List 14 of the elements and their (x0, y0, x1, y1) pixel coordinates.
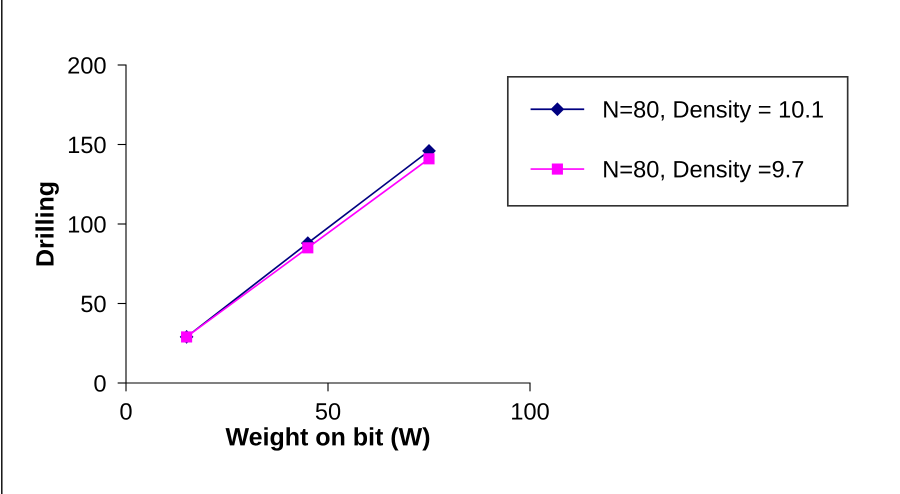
y-tick-label: 200 (68, 57, 106, 74)
x-tick-label: 0 (120, 403, 132, 420)
y-axis-title: Drilling (35, 182, 59, 266)
x-axis-title: Weight on bit (W) (226, 427, 430, 451)
y-tick-label: 100 (68, 216, 106, 233)
legend-label: N=80, Density = 10.1 (604, 100, 823, 122)
x-tick-label: 100 (512, 403, 549, 420)
point (423, 153, 435, 164)
y-tick-label: 50 (81, 296, 106, 312)
y-tick-label: 0 (94, 375, 106, 392)
x-tick-label: 50 (316, 403, 340, 420)
y-tick-label: 150 (68, 136, 106, 154)
point (302, 242, 314, 254)
legend-label: N=80, Density =9.7 (604, 160, 804, 182)
